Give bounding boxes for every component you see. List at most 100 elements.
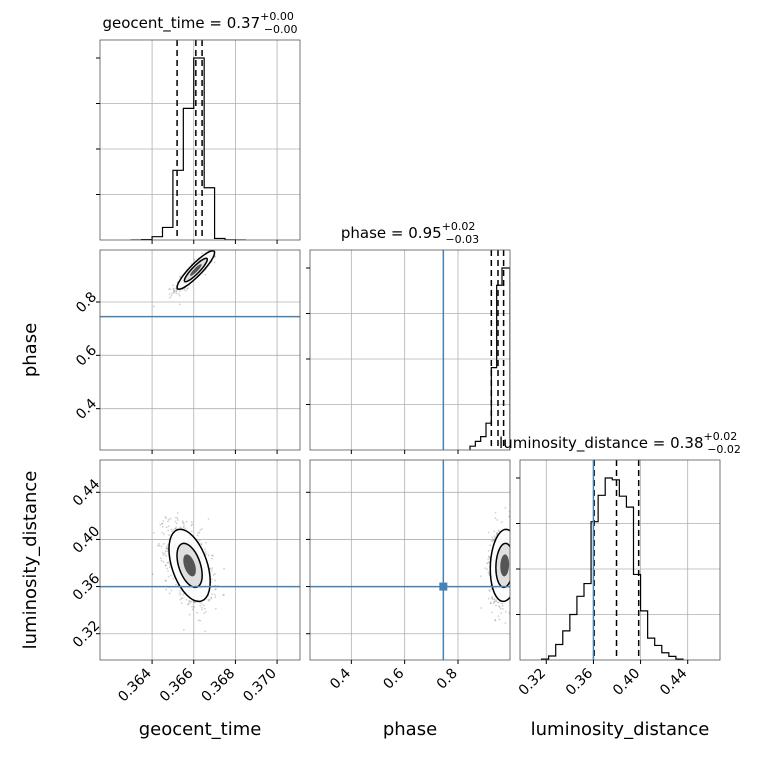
sample-point bbox=[169, 517, 172, 520]
sample-point bbox=[512, 574, 514, 576]
sample-point bbox=[167, 520, 169, 523]
sample-point bbox=[484, 567, 487, 570]
sample-point bbox=[157, 544, 159, 547]
sample-point bbox=[512, 584, 514, 586]
contour-level bbox=[500, 554, 510, 577]
sample-point bbox=[525, 553, 527, 555]
sample-point bbox=[524, 560, 526, 562]
sample-point bbox=[210, 245, 212, 247]
sample-point bbox=[165, 547, 168, 550]
sample-point bbox=[189, 602, 191, 604]
sample-point bbox=[512, 569, 514, 571]
sample-point bbox=[179, 275, 182, 278]
sample-point bbox=[515, 570, 517, 572]
sample-point bbox=[513, 542, 515, 544]
panel-content bbox=[100, 241, 300, 318]
sample-point bbox=[211, 593, 213, 596]
sample-point bbox=[210, 597, 213, 600]
sample-point bbox=[512, 578, 514, 580]
sample-point bbox=[173, 289, 176, 292]
sample-point bbox=[498, 601, 501, 603]
sample-point bbox=[514, 570, 516, 572]
sample-point bbox=[513, 549, 515, 551]
sample-point bbox=[479, 575, 482, 578]
sample-point bbox=[513, 572, 515, 574]
sample-point bbox=[168, 293, 171, 295]
sample-point bbox=[190, 521, 193, 524]
sample-point bbox=[511, 559, 513, 561]
sample-point bbox=[162, 553, 165, 556]
sample-point bbox=[203, 612, 206, 615]
sample-point bbox=[513, 571, 515, 573]
sample-point bbox=[152, 531, 155, 534]
sample-point bbox=[517, 535, 519, 537]
sample-point bbox=[494, 619, 497, 622]
sample-point bbox=[161, 531, 164, 534]
sample-point bbox=[511, 584, 513, 586]
sample-point bbox=[495, 600, 498, 603]
sample-point bbox=[209, 245, 211, 247]
sample-point bbox=[513, 552, 515, 554]
sample-point bbox=[199, 601, 202, 604]
sample-point bbox=[160, 559, 163, 562]
sample-point bbox=[511, 581, 513, 583]
sample-point bbox=[487, 555, 490, 558]
sample-point bbox=[176, 512, 179, 514]
sample-point bbox=[212, 573, 215, 576]
sample-point bbox=[160, 545, 163, 548]
sample-point bbox=[514, 570, 516, 572]
sample-point bbox=[511, 552, 513, 554]
sample-point bbox=[215, 241, 217, 243]
sample-point bbox=[185, 289, 187, 292]
sample-point bbox=[182, 593, 185, 596]
sample-point bbox=[493, 535, 496, 538]
sample-point bbox=[513, 569, 515, 571]
sample-point bbox=[213, 593, 216, 596]
sample-point bbox=[175, 292, 178, 295]
sample-point bbox=[167, 518, 170, 521]
sample-point bbox=[512, 555, 514, 557]
sample-point bbox=[517, 585, 519, 587]
sample-point bbox=[488, 573, 491, 576]
sample-point bbox=[514, 584, 516, 586]
sample-point bbox=[527, 536, 529, 538]
sample-point bbox=[487, 571, 490, 574]
x-tick-label: 0.368 bbox=[199, 666, 239, 706]
truth-marker bbox=[439, 582, 448, 591]
sample-point bbox=[517, 553, 519, 555]
sample-point bbox=[491, 611, 493, 614]
panel-phase-vs-phase bbox=[306, 249, 511, 454]
sample-point bbox=[166, 561, 169, 564]
sample-point bbox=[496, 532, 498, 535]
sample-point bbox=[515, 611, 517, 613]
sample-point bbox=[523, 554, 525, 556]
sample-point bbox=[211, 248, 213, 250]
panel-frame bbox=[99, 249, 301, 451]
sample-point bbox=[164, 580, 167, 582]
sample-point bbox=[211, 554, 213, 557]
sample-point bbox=[175, 287, 177, 290]
panel-luminosity_distance-vs-phase: 0.4 0.6 0.8 bbox=[306, 459, 529, 693]
sample-point bbox=[201, 252, 204, 255]
sample-point bbox=[492, 539, 495, 542]
sample-point bbox=[184, 527, 187, 530]
x-axis-label-luminosity_distance: luminosity_distance bbox=[531, 719, 710, 740]
sample-point bbox=[480, 607, 482, 609]
sample-point bbox=[498, 606, 501, 609]
sample-point bbox=[183, 524, 186, 527]
sample-point bbox=[514, 553, 516, 555]
panel-content bbox=[540, 460, 684, 660]
sample-point bbox=[185, 520, 188, 523]
sample-point bbox=[495, 599, 497, 601]
sample-point bbox=[151, 573, 154, 575]
sample-point bbox=[515, 585, 517, 587]
sample-point bbox=[159, 523, 162, 526]
sample-point bbox=[167, 525, 170, 528]
sample-point bbox=[219, 243, 221, 245]
sample-point bbox=[527, 560, 529, 562]
sample-point bbox=[176, 519, 179, 521]
sample-point bbox=[204, 630, 207, 633]
sample-point bbox=[193, 258, 196, 261]
sample-point bbox=[175, 522, 178, 525]
title-main: luminosity_distance = 0.38 bbox=[499, 434, 703, 453]
